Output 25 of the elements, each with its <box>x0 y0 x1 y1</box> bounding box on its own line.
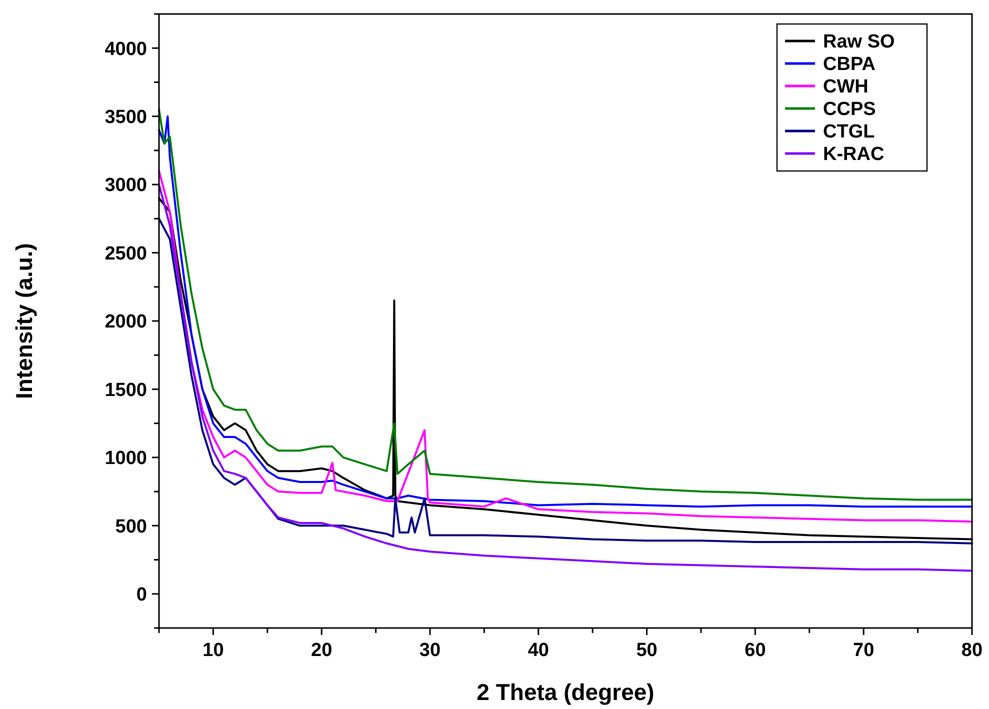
legend-label: CWH <box>823 76 868 98</box>
x-tick-label: 50 <box>636 640 658 661</box>
y-tick-label: 500 <box>115 516 147 538</box>
y-tick-label: 1500 <box>104 380 147 401</box>
y-tick-label: 2000 <box>104 312 147 333</box>
y-tick-label: 0 <box>136 584 147 606</box>
y-axis-title: Intensity (a.u.) <box>11 243 37 399</box>
x-tick-label: 20 <box>311 640 332 661</box>
y-tick-label: 4000 <box>104 38 147 60</box>
x-tick-label: 80 <box>961 640 983 661</box>
legend-label: CCPS <box>823 99 876 120</box>
legend-label: K-RAC <box>823 144 884 166</box>
legend-label: CBPA <box>823 54 876 76</box>
x-tick-label: 70 <box>853 640 874 661</box>
legend-label: CTGL <box>823 122 876 143</box>
y-tick-label: 3000 <box>104 175 147 196</box>
y-tick-label: 1000 <box>104 448 147 470</box>
x-tick-label: 10 <box>202 640 224 661</box>
y-tick-label: 2500 <box>104 243 147 264</box>
legend-label: Raw SO <box>823 32 895 53</box>
y-tick-label: 3500 <box>104 106 147 128</box>
x-tick-label: 30 <box>419 640 441 661</box>
x-tick-label: 40 <box>528 640 549 661</box>
x-tick-label: 60 <box>744 640 766 661</box>
x-axis-title: 2 Theta (degree) <box>476 679 654 705</box>
